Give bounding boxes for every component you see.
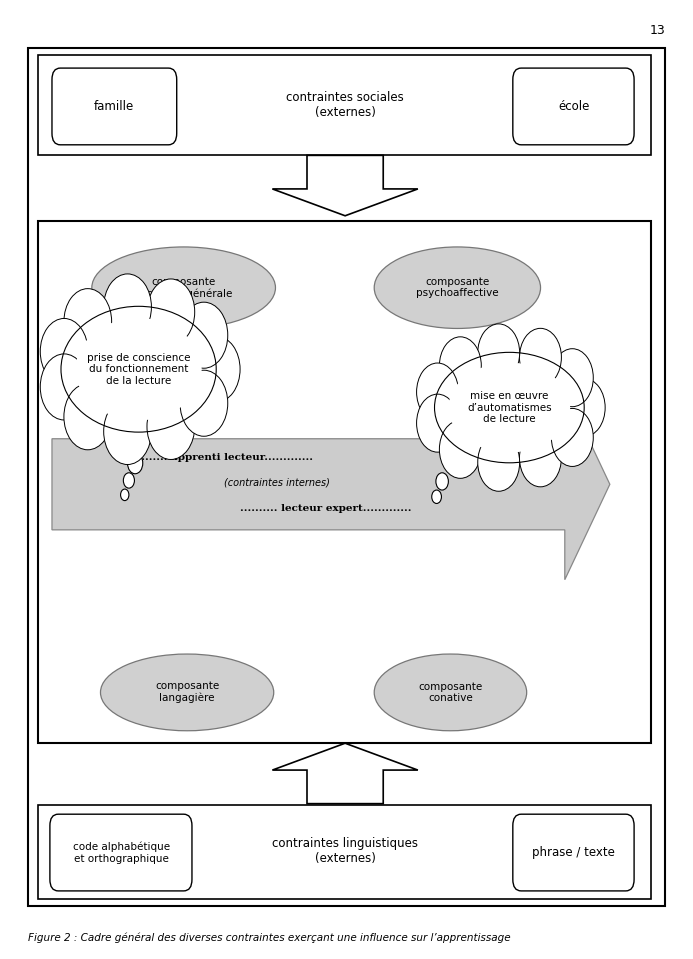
Text: code alphabétique
et orthographique: code alphabétique et orthographique — [73, 841, 170, 864]
Ellipse shape — [448, 363, 570, 453]
Circle shape — [193, 337, 240, 402]
Circle shape — [128, 453, 143, 474]
Bar — [38, 221, 651, 743]
FancyBboxPatch shape — [50, 814, 192, 891]
Text: contraintes linguistiques
(externes): contraintes linguistiques (externes) — [272, 836, 418, 865]
Text: composante
conative: composante conative — [419, 682, 482, 703]
Text: composante
langagière: composante langagière — [155, 681, 219, 704]
Text: (contraintes internes): (contraintes internes) — [225, 478, 330, 487]
Ellipse shape — [91, 246, 276, 329]
Polygon shape — [52, 389, 610, 579]
Circle shape — [520, 328, 561, 386]
Text: .......... lecteur expert.............: .......... lecteur expert............. — [240, 503, 412, 513]
Text: Figure 2 : Cadre général des diverses contraintes exerçant une influence sur l’a: Figure 2 : Cadre général des diverses co… — [28, 932, 510, 943]
Ellipse shape — [374, 246, 541, 329]
Text: prise de conscience
du fonctionnement
de la lecture: prise de conscience du fonctionnement de… — [87, 353, 191, 386]
Circle shape — [416, 363, 459, 421]
Circle shape — [180, 370, 228, 436]
Text: famille: famille — [94, 100, 134, 113]
Polygon shape — [272, 155, 418, 216]
Circle shape — [104, 398, 152, 464]
Ellipse shape — [435, 352, 584, 463]
Text: phrase / texte: phrase / texte — [532, 846, 615, 859]
Circle shape — [477, 433, 520, 491]
Circle shape — [121, 489, 129, 501]
FancyBboxPatch shape — [513, 814, 634, 891]
Text: 13: 13 — [649, 24, 665, 37]
Ellipse shape — [76, 318, 202, 420]
Circle shape — [416, 394, 459, 452]
Ellipse shape — [374, 654, 527, 731]
Text: composante
cognitive générale: composante cognitive générale — [135, 276, 232, 299]
Circle shape — [147, 393, 195, 459]
Circle shape — [439, 420, 482, 479]
Text: école: école — [558, 100, 590, 113]
Text: contraintes sociales
(externes): contraintes sociales (externes) — [286, 91, 404, 120]
Circle shape — [477, 324, 520, 382]
FancyBboxPatch shape — [513, 68, 634, 145]
Bar — [38, 55, 651, 155]
Circle shape — [520, 429, 561, 487]
Ellipse shape — [61, 306, 216, 433]
Circle shape — [436, 473, 448, 490]
Circle shape — [552, 349, 593, 407]
Circle shape — [147, 279, 195, 345]
Circle shape — [180, 302, 228, 368]
Text: mise en œuvre
d’automatismes
de lecture: mise en œuvre d’automatismes de lecture — [467, 391, 552, 424]
Ellipse shape — [100, 654, 274, 731]
Bar — [28, 48, 665, 906]
Circle shape — [64, 384, 112, 450]
Circle shape — [40, 354, 88, 420]
Polygon shape — [272, 743, 418, 804]
Circle shape — [123, 473, 134, 488]
Circle shape — [439, 337, 482, 395]
Circle shape — [104, 274, 152, 340]
Circle shape — [40, 318, 88, 385]
Circle shape — [563, 379, 605, 436]
Text: composante
psychoaffective: composante psychoaffective — [416, 277, 499, 298]
Circle shape — [552, 409, 593, 466]
Bar — [38, 805, 651, 899]
Text: .......... apprenti lecteur.............: .......... apprenti lecteur............. — [130, 453, 313, 462]
Circle shape — [64, 289, 112, 355]
FancyBboxPatch shape — [52, 68, 177, 145]
Circle shape — [432, 490, 441, 503]
